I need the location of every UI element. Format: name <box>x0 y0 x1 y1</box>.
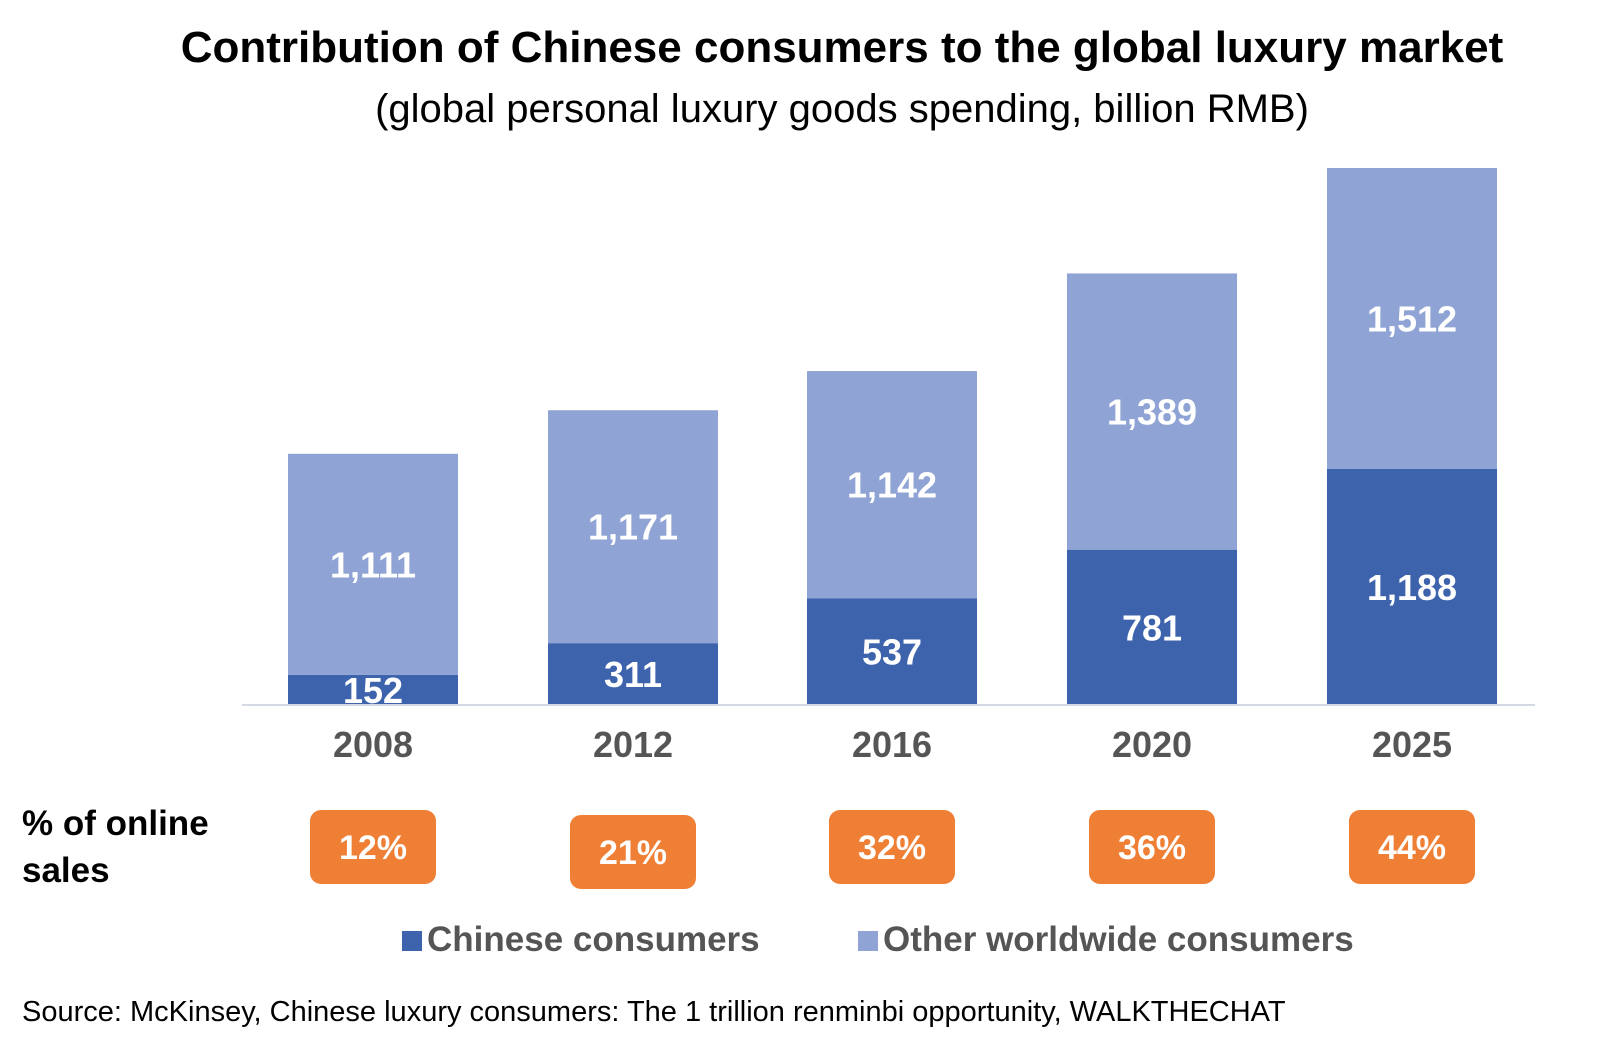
data-label-chinese-consumers-2012: 311 <box>604 654 662 695</box>
data-label-other-worldwide-consumers-2020: 1,389 <box>1107 392 1197 433</box>
bar-other-worldwide-consumers-2025 <box>1327 168 1497 469</box>
x-tick-label-2016: 2016 <box>852 724 932 765</box>
online-sales-badge-2012: 21% <box>570 815 696 889</box>
online-sales-label-continued: sales <box>22 851 110 890</box>
online-sales-badge-box <box>570 815 696 889</box>
legend-item-other-worldwide-consumers: Other worldwide consumers <box>858 920 1354 959</box>
online-sales-value: 12% <box>339 829 407 867</box>
legend-label: Chinese consumers <box>427 920 760 959</box>
x-tick-label-2012: 2012 <box>593 724 673 765</box>
legend-label: Other worldwide consumers <box>883 920 1354 959</box>
online-sales-value: 32% <box>858 829 926 867</box>
data-label-other-worldwide-consumers-2012: 1,171 <box>588 507 678 548</box>
data-label-other-worldwide-consumers-2025: 1,512 <box>1367 298 1457 339</box>
legend: Chinese consumers Other worldwide consume… <box>402 920 1354 959</box>
legend-swatch <box>402 931 422 951</box>
bar-chinese-consumers-2025 <box>1327 468 1497 705</box>
data-label-other-worldwide-consumers-2008: 1,111 <box>330 544 416 585</box>
online-sales-value: 36% <box>1118 829 1186 867</box>
bars-layer: 1521,1113111,1715371,1427811,3891,1881,5… <box>288 168 1497 711</box>
chart-subtitle: (global personal luxury goods spending, … <box>375 87 1309 131</box>
bar-other-worldwide-consumers-2016 <box>807 371 977 599</box>
online-sales-badge-2020: 36% <box>1089 810 1215 884</box>
x-tick-label-2020: 2020 <box>1112 724 1192 765</box>
online-sales-value: 21% <box>599 834 667 872</box>
legend-swatch <box>858 931 878 951</box>
online-sales-label: % of online <box>22 804 209 843</box>
x-tick-label-2008: 2008 <box>333 724 413 765</box>
bar-chinese-consumers-2020 <box>1067 549 1237 705</box>
chart-title: Contribution of Chinese consumers to the… <box>181 23 1504 72</box>
bar-other-worldwide-consumers-2008 <box>288 453 458 675</box>
data-label-chinese-consumers-2016: 537 <box>862 632 922 673</box>
bar-other-worldwide-consumers-2020 <box>1067 273 1237 550</box>
online-sales-badge-2008: 12% <box>310 810 436 884</box>
online-sales-badge-2025: 44% <box>1349 810 1475 884</box>
bar-other-worldwide-consumers-2012 <box>548 410 718 644</box>
source-note: Source: McKinsey, Chinese luxury consume… <box>22 996 1286 1028</box>
online-sales-value: 44% <box>1378 829 1446 867</box>
data-label-other-worldwide-consumers-2016: 1,142 <box>847 465 937 506</box>
bar-chinese-consumers-2008 <box>288 674 458 705</box>
bar-chinese-consumers-2016 <box>807 598 977 705</box>
x-tick-label-2025: 2025 <box>1372 724 1452 765</box>
online-sales-badge-box <box>1089 810 1215 884</box>
online-sales-badge-box <box>310 810 436 884</box>
data-label-chinese-consumers-2025: 1,188 <box>1367 567 1457 608</box>
online-sales-badge-2016: 32% <box>829 810 955 884</box>
online-sales-badge-box <box>1349 810 1475 884</box>
bar-chinese-consumers-2012 <box>548 643 718 705</box>
data-label-chinese-consumers-2020: 781 <box>1122 607 1182 648</box>
legend-item-chinese-consumers: Chinese consumers <box>402 920 760 959</box>
online-sales-badges: 12% 21% 32% 36% 44% <box>310 810 1475 889</box>
x-tick-labels: 2008 2012 2016 2020 2025 <box>333 724 1452 765</box>
online-sales-badge-box <box>829 810 955 884</box>
